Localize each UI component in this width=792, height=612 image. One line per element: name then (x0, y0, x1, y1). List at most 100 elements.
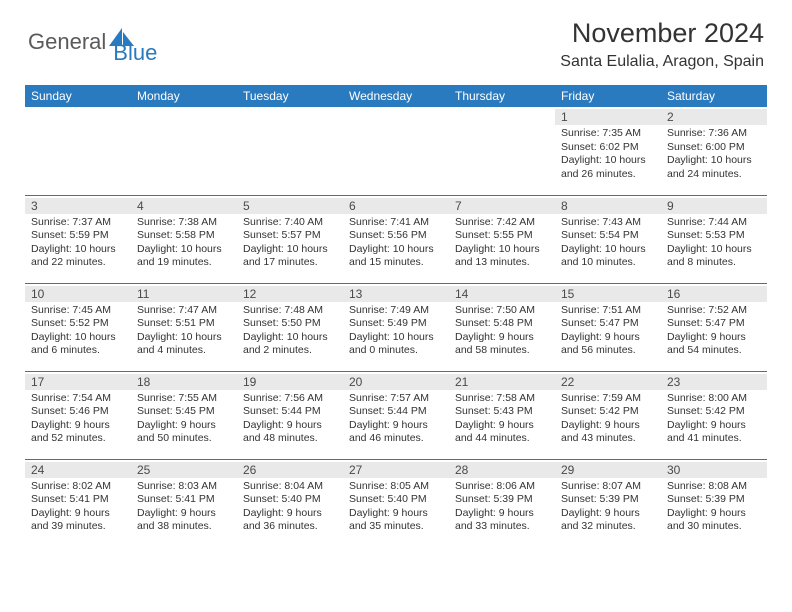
day-cell: 24Sunrise: 8:02 AMSunset: 5:41 PMDayligh… (25, 459, 131, 547)
sunrise-text: Sunrise: 8:02 AM (31, 480, 125, 494)
day-number: 9 (661, 198, 767, 214)
sunset-text: Sunset: 5:54 PM (561, 229, 655, 243)
day-info: Sunrise: 7:58 AMSunset: 5:43 PMDaylight:… (455, 392, 549, 447)
brand-general: General (28, 29, 106, 55)
daylight-text: Daylight: 10 hours and 8 minutes. (667, 243, 761, 270)
daylight-text: Daylight: 9 hours and 46 minutes. (349, 419, 443, 446)
day-cell: 12Sunrise: 7:48 AMSunset: 5:50 PMDayligh… (237, 283, 343, 371)
sunrise-text: Sunrise: 7:38 AM (137, 216, 231, 230)
day-number: 1 (555, 109, 661, 125)
day-info: Sunrise: 8:00 AMSunset: 5:42 PMDaylight:… (667, 392, 761, 447)
day-number: 16 (661, 286, 767, 302)
day-cell: 29Sunrise: 8:07 AMSunset: 5:39 PMDayligh… (555, 459, 661, 547)
day-number (343, 109, 449, 125)
sunrise-text: Sunrise: 7:48 AM (243, 304, 337, 318)
sunset-text: Sunset: 5:52 PM (31, 317, 125, 331)
page-title: November 2024 (560, 18, 764, 49)
table-row: 10Sunrise: 7:45 AMSunset: 5:52 PMDayligh… (25, 283, 767, 371)
day-cell: 2Sunrise: 7:36 AMSunset: 6:00 PMDaylight… (661, 107, 767, 195)
day-cell: 23Sunrise: 8:00 AMSunset: 5:42 PMDayligh… (661, 371, 767, 459)
day-number: 29 (555, 462, 661, 478)
sunset-text: Sunset: 5:46 PM (31, 405, 125, 419)
day-info: Sunrise: 7:57 AMSunset: 5:44 PMDaylight:… (349, 392, 443, 447)
day-number (449, 109, 555, 125)
sunset-text: Sunset: 5:44 PM (243, 405, 337, 419)
day-cell: 22Sunrise: 7:59 AMSunset: 5:42 PMDayligh… (555, 371, 661, 459)
sunrise-text: Sunrise: 8:03 AM (137, 480, 231, 494)
day-info: Sunrise: 7:41 AMSunset: 5:56 PMDaylight:… (349, 216, 443, 271)
day-header: Wednesday (343, 85, 449, 107)
day-info: Sunrise: 7:38 AMSunset: 5:58 PMDaylight:… (137, 216, 231, 271)
day-cell: 19Sunrise: 7:56 AMSunset: 5:44 PMDayligh… (237, 371, 343, 459)
sunset-text: Sunset: 6:00 PM (667, 141, 761, 155)
day-cell: 8 Sunrise: 7:43 AMSunset: 5:54 PMDaylight… (555, 195, 661, 283)
daylight-text: Daylight: 10 hours and 10 minutes. (561, 243, 655, 270)
daylight-text: Daylight: 9 hours and 50 minutes. (137, 419, 231, 446)
sunrise-text: Sunrise: 7:50 AM (455, 304, 549, 318)
daylight-text: Daylight: 9 hours and 43 minutes. (561, 419, 655, 446)
sunrise-text: Sunrise: 7:45 AM (31, 304, 125, 318)
daylight-text: Daylight: 10 hours and 26 minutes. (561, 154, 655, 181)
day-number: 13 (343, 286, 449, 302)
day-header: Saturday (661, 85, 767, 107)
day-number (131, 109, 237, 125)
day-number (237, 109, 343, 125)
daylight-text: Daylight: 10 hours and 19 minutes. (137, 243, 231, 270)
day-number: 30 (661, 462, 767, 478)
daylight-text: Daylight: 9 hours and 35 minutes. (349, 507, 443, 534)
sunset-text: Sunset: 5:47 PM (667, 317, 761, 331)
daylight-text: Daylight: 9 hours and 41 minutes. (667, 419, 761, 446)
day-info: Sunrise: 7:42 AMSunset: 5:55 PMDaylight:… (455, 216, 549, 271)
daylight-text: Daylight: 9 hours and 33 minutes. (455, 507, 549, 534)
day-info: Sunrise: 7:45 AMSunset: 5:52 PMDaylight:… (31, 304, 125, 359)
sunrise-text: Sunrise: 7:42 AM (455, 216, 549, 230)
day-number (25, 109, 131, 125)
sail-icon (109, 28, 135, 48)
day-cell: 28Sunrise: 8:06 AMSunset: 5:39 PMDayligh… (449, 459, 555, 547)
day-info: Sunrise: 8:05 AMSunset: 5:40 PMDaylight:… (349, 480, 443, 535)
day-number: 18 (131, 374, 237, 390)
sunrise-text: Sunrise: 7:37 AM (31, 216, 125, 230)
sunset-text: Sunset: 5:39 PM (455, 493, 549, 507)
sunrise-text: Sunrise: 7:47 AM (137, 304, 231, 318)
day-number: 24 (25, 462, 131, 478)
day-number: 21 (449, 374, 555, 390)
day-info: Sunrise: 7:43 AMSunset: 5:54 PMDaylight:… (561, 216, 655, 271)
day-cell: 30 Sunrise: 8:08 AMSunset: 5:39 PMDayligh… (661, 459, 767, 547)
day-header: Friday (555, 85, 661, 107)
day-info: Sunrise: 8:08 AMSunset: 5:39 PMDaylight:… (667, 480, 761, 535)
location-label: Santa Eulalia, Aragon, Spain (560, 53, 764, 71)
day-number: 7 (449, 198, 555, 214)
day-number: 2 (661, 109, 767, 125)
table-row: 3 Sunrise: 7:37 AMSunset: 5:59 PM Daylight… (25, 195, 767, 283)
day-info: Sunrise: 7:54 AMSunset: 5:46 PMDaylight:… (31, 392, 125, 447)
sunset-text: Sunset: 5:44 PM (349, 405, 443, 419)
sunset-text: Sunset: 5:42 PM (561, 405, 655, 419)
sunset-text: Sunset: 5:58 PM (137, 229, 231, 243)
daylight-text: Daylight: 10 hours and 2 minutes. (243, 331, 337, 358)
sunset-text: Sunset: 5:56 PM (349, 229, 443, 243)
day-cell: 10Sunrise: 7:45 AMSunset: 5:52 PMDayligh… (25, 283, 131, 371)
sunset-text: Sunset: 5:59 PM (31, 229, 125, 243)
day-number: 3 (25, 198, 131, 214)
daylight-text: Daylight: 9 hours and 52 minutes. (31, 419, 125, 446)
day-cell: 6Sunrise: 7:41 AMSunset: 5:56 PMDaylight… (343, 195, 449, 283)
sunrise-text: Sunrise: 8:00 AM (667, 392, 761, 406)
day-number: 8 (555, 198, 661, 214)
table-row: 24 Sunrise: 8:02 AM Sunset: 5:41 PM Dayligh… (25, 459, 767, 547)
day-cell: 20Sunrise: 7:57 AMSunset: 5:44 PMDayligh… (343, 371, 449, 459)
sunset-text: Sunset: 5:43 PM (455, 405, 549, 419)
day-info: Sunrise: 7:48 AMSunset: 5:50 PMDaylight:… (243, 304, 337, 359)
sunset-text: Sunset: 5:47 PM (561, 317, 655, 331)
day-info: Sunrise: 7:49 AMSunset: 5:49 PMDaylight:… (349, 304, 443, 359)
day-info: Sunrise: 7:47 AMSunset: 5:51 PMDaylight:… (137, 304, 231, 359)
day-number: 22 (555, 374, 661, 390)
day-cell: 1Sunrise: 7:35 AMSunset: 6:02 PMDaylight… (555, 107, 661, 195)
day-number: 19 (237, 374, 343, 390)
sunrise-text: Sunrise: 7:54 AM (31, 392, 125, 406)
daylight-text: Daylight: 9 hours and 30 minutes. (667, 507, 761, 534)
sunset-text: Sunset: 5:41 PM (137, 493, 231, 507)
day-number: 26 (237, 462, 343, 478)
calendar-table: Sunday Monday Tuesday Wednesday Thursday… (25, 85, 767, 547)
header: General Blue November 2024 Santa Eulalia… (0, 0, 792, 77)
